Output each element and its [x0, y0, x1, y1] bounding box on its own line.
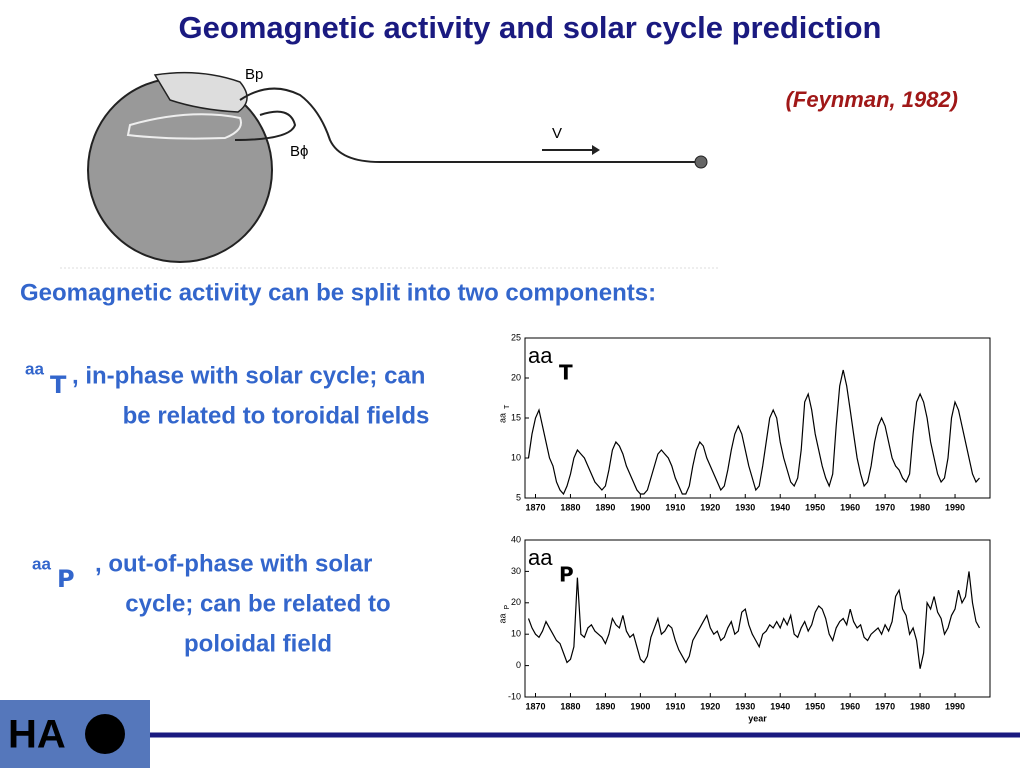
x-tick-label: 1990 [945, 701, 965, 711]
x-tick-label: 1950 [805, 701, 825, 711]
y-axis-label-sub: P [504, 605, 511, 610]
x-tick-label: 1980 [910, 502, 930, 512]
intro-text: Geomagnetic activity can be split into t… [20, 279, 656, 306]
y-tick-label: 5 [516, 492, 521, 502]
y-tick-label: 20 [511, 597, 521, 607]
overlay-label-sub: T [559, 361, 573, 385]
x-tick-label: 1870 [525, 502, 545, 512]
x-tick-label: 1920 [700, 502, 720, 512]
overlay-label: aa [528, 343, 553, 368]
logo-text: HA [8, 713, 66, 757]
y-tick-label: 15 [511, 412, 521, 422]
logo-dot [85, 714, 125, 754]
x-tick-label: 1970 [875, 701, 895, 711]
y-axis-label: aa [497, 413, 507, 423]
y-tick-label: 30 [511, 566, 521, 576]
x-tick-label: 1870 [525, 701, 545, 711]
x-tick-label: 1890 [595, 502, 615, 512]
diagram-label: Bϕ [290, 143, 308, 160]
x-tick-label: 1960 [840, 502, 860, 512]
title: Geomagnetic activity and solar cycle pre… [179, 10, 882, 45]
overlay-label-sub: P [559, 563, 574, 587]
x-tick-label: 1950 [805, 502, 825, 512]
y-axis-label: aa [497, 613, 507, 623]
item-text: , in-phase with solar cycle; can [72, 362, 425, 389]
plot-frame [524, 337, 991, 499]
x-tick-label: 1880 [560, 502, 580, 512]
y-tick-label: 25 [511, 332, 521, 342]
y-tick-label: -10 [508, 691, 521, 701]
x-tick-label: 1990 [945, 502, 965, 512]
x-tick-label: 1940 [770, 701, 790, 711]
data-line [527, 369, 980, 496]
item-text: poloidal field [184, 630, 332, 657]
x-tick-label: 1900 [630, 701, 650, 711]
x-axis-label: year [748, 713, 767, 723]
plot-frame [524, 539, 991, 698]
item-symbol: aa [32, 554, 51, 573]
citation: (Feynman, 1982) [786, 87, 958, 112]
item-text: cycle; can be related to [125, 590, 390, 617]
item-text: , out-of-phase with solar [95, 550, 372, 577]
y-tick-label: 10 [511, 452, 521, 462]
diagram-label: V [552, 125, 562, 142]
x-tick-label: 1910 [665, 502, 685, 512]
x-tick-label: 1930 [735, 502, 755, 512]
overlay-label: aa [528, 545, 553, 570]
sun-diagram [87, 71, 708, 263]
x-tick-label: 1940 [770, 502, 790, 512]
y-tick-label: 10 [511, 629, 521, 639]
x-tick-label: 1910 [665, 701, 685, 711]
x-tick-label: 1900 [630, 502, 650, 512]
diagram-label: Bp [245, 66, 263, 83]
item-subscript: T [50, 371, 67, 399]
y-tick-label: 0 [516, 660, 521, 670]
y-tick-label: 20 [511, 372, 521, 382]
x-tick-label: 1980 [910, 701, 930, 711]
y-axis-label-sub: T [504, 404, 511, 409]
item-subscript: P [57, 565, 75, 593]
x-tick-label: 1970 [875, 502, 895, 512]
item-symbol: aa [25, 359, 44, 378]
y-tick-label: 40 [511, 534, 521, 544]
x-tick-label: 1920 [700, 701, 720, 711]
x-tick-label: 1890 [595, 701, 615, 711]
x-tick-label: 1880 [560, 701, 580, 711]
item-text: be related to toroidal fields [123, 402, 430, 429]
data-line [527, 571, 981, 669]
x-tick-label: 1930 [735, 701, 755, 711]
x-tick-label: 1960 [840, 701, 860, 711]
